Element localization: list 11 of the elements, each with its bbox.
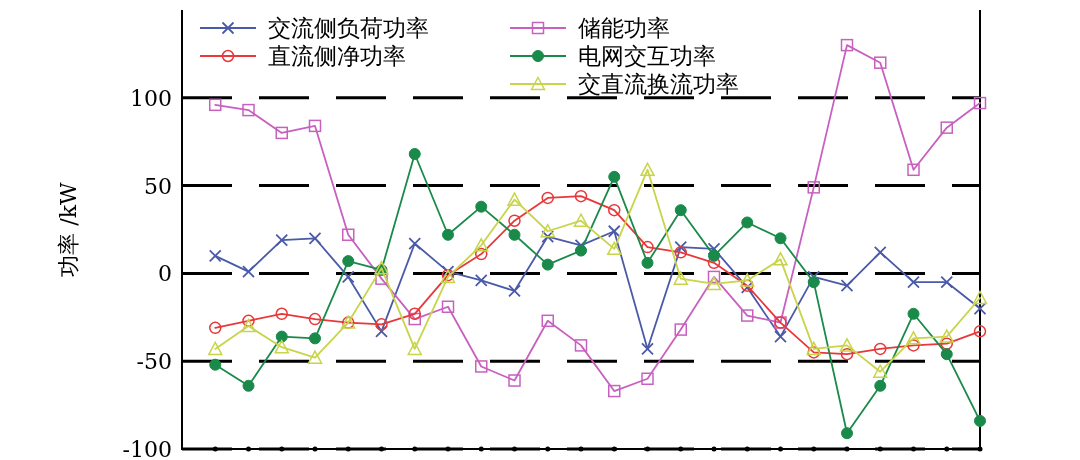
y-axis-title: 功率 /kW — [56, 181, 81, 277]
y-tick-label: 50 — [144, 173, 172, 199]
y-tick-label: -100 — [122, 437, 172, 460]
legend-label: 交流侧负荷功率 — [268, 15, 429, 41]
y-tick-label: 100 — [130, 85, 172, 111]
y-tick-label: 0 — [158, 261, 172, 287]
y-tick-label: -50 — [136, 349, 172, 375]
legend-label: 储能功率 — [578, 15, 670, 41]
legend-label: 交直流换流功率 — [578, 71, 739, 97]
legend-label: 直流侧净功率 — [268, 43, 406, 69]
legend-label: 电网交互功率 — [578, 43, 716, 69]
